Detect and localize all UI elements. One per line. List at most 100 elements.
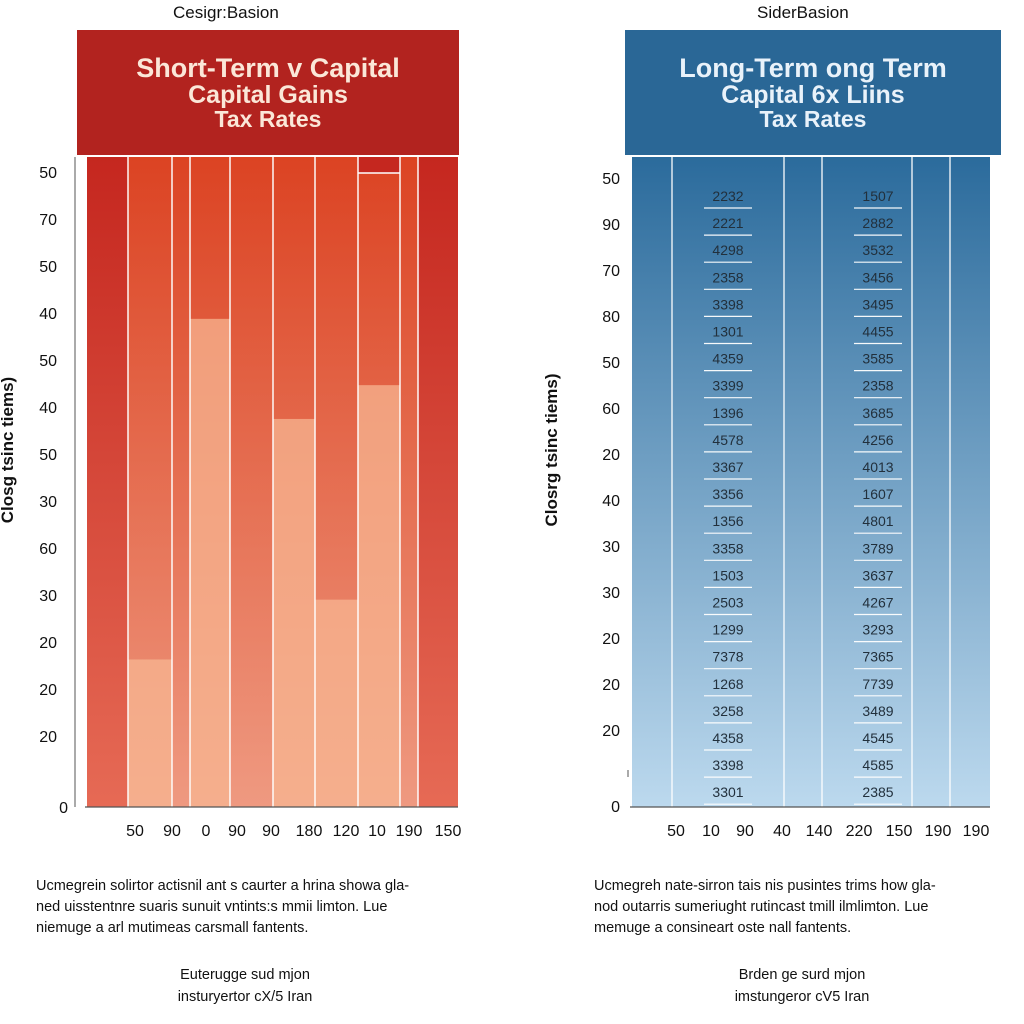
- left-x-tick-label: 120: [333, 823, 360, 840]
- right-cell-value: 4256: [862, 432, 893, 448]
- right-y-tick-label: 20: [602, 677, 620, 694]
- right-cell-value: 1356: [712, 513, 743, 529]
- right-y-tick-label: 30: [602, 539, 620, 556]
- right-cell-value: 4359: [712, 351, 743, 367]
- left-bar-dark: [400, 157, 418, 807]
- right-cell-value: 7739: [862, 676, 893, 692]
- left-footer-line-1: Euterugge sud mjon: [180, 967, 310, 983]
- right-cell-value: 2882: [862, 215, 893, 231]
- left-bar-dark: [230, 157, 273, 807]
- right-cell-value: 4267: [862, 595, 893, 611]
- right-cell-value: 3789: [862, 540, 893, 556]
- right-cell-value: 4585: [862, 757, 893, 773]
- right-y-tick-label: 60: [602, 401, 620, 418]
- right-x-tick-label: 10: [702, 823, 720, 840]
- right-cell-value: 4578: [712, 432, 743, 448]
- left-x-tick-label: 180: [296, 823, 323, 840]
- left-title-line-2: Capital Gains: [188, 80, 348, 109]
- right-cell-value: 3489: [862, 703, 893, 719]
- right-cell-value: 2385: [862, 784, 893, 800]
- right-title-banner: Long-Term ong Term Capital 6x Liins Tax …: [625, 30, 1001, 155]
- right-cell-value: 2503: [712, 595, 743, 611]
- right-title-line-2: Capital 6x Liins: [721, 80, 905, 109]
- right-cell-value: 2232: [712, 188, 743, 204]
- right-title-line-3: Tax Rates: [759, 106, 867, 133]
- right-cell-value: 3358: [712, 540, 743, 556]
- right-cell-value: 3495: [862, 296, 893, 312]
- right-cell-value: 2358: [862, 378, 893, 394]
- right-cell-value: 1507: [862, 188, 893, 204]
- right-x-tick-label: 220: [846, 823, 873, 840]
- right-y-tick-label: 20: [602, 447, 620, 464]
- left-y-tick-label: 30: [39, 494, 57, 511]
- right-y-tick-label: 30: [602, 585, 620, 602]
- left-bar-cap: [358, 157, 400, 173]
- right-cell-value: 2358: [712, 269, 743, 285]
- left-y-tick-label: 20: [39, 682, 57, 699]
- right-y-tick-label: 50: [602, 171, 620, 188]
- right-y-tick-label: 80: [602, 309, 620, 326]
- right-cell-value: 1396: [712, 405, 743, 421]
- right-cell-value: 3685: [862, 405, 893, 421]
- left-x-tick-label: 10: [368, 823, 386, 840]
- left-x-tick-label: 0: [202, 823, 211, 840]
- right-plot-background: [632, 157, 990, 807]
- left-panel: Cesigr:Basion Short-Term v Capital Capit…: [0, 3, 459, 1008]
- right-x-tick-label: 140: [806, 823, 833, 840]
- left-y-tick-label: 70: [39, 212, 57, 229]
- right-cell-value: 3399: [712, 378, 743, 394]
- right-cell-value: 4013: [862, 459, 893, 475]
- right-cell-value: 3398: [712, 296, 743, 312]
- right-panel: SiderBasion Long-Term ong Term Capital 6…: [512, 0, 1024, 1024]
- left-title-line-1: Short-Term v Capital: [136, 53, 400, 84]
- left-x-tick-label: 190: [396, 823, 423, 840]
- right-cell-value: 1299: [712, 622, 743, 638]
- left-title-line-3: Tax Rates: [214, 106, 322, 133]
- left-footer-line-2: insturyertor cX/5 Iran: [177, 989, 313, 1005]
- left-footer: Euterugge sud mjon insturyertor cX/5 Ira…: [130, 964, 360, 1008]
- left-x-tick-label: 150: [435, 823, 462, 840]
- right-y-tick-label: 90: [602, 217, 620, 234]
- right-footer: Brden ge surd mjon imstungeror cV5 Iran: [687, 964, 917, 1008]
- right-cell-value: 1607: [862, 486, 893, 502]
- left-y-tick-label: 40: [39, 400, 57, 417]
- right-cell-value: 3258: [712, 703, 743, 719]
- left-x-tick-label: 90: [228, 823, 246, 840]
- left-y-tick-label: 20: [39, 729, 57, 746]
- right-description: Ucmegreh nate-sirron tais nis pusintes t…: [594, 878, 936, 936]
- right-cell-value: 3456: [862, 269, 893, 285]
- right-cell-value: 3293: [862, 622, 893, 638]
- left-y-tick-label: 50: [39, 353, 57, 370]
- right-cell-value: 4455: [862, 324, 893, 340]
- right-x-tick-label: 190: [963, 823, 990, 840]
- right-caption: SiderBasion: [757, 3, 849, 22]
- right-cell-value: 4298: [712, 242, 743, 258]
- right-x-tick-label: 40: [773, 823, 791, 840]
- right-footer-line-2: imstungeror cV5 Iran: [734, 989, 870, 1005]
- left-title-banner: Short-Term v Capital Capital Gains Tax R…: [77, 30, 459, 155]
- right-y-tick-label: 50: [602, 355, 620, 372]
- left-y-tick-label: 20: [39, 635, 57, 652]
- right-cell-value: 3585: [862, 351, 893, 367]
- right-x-tick-label: 90: [736, 823, 754, 840]
- right-cell-value: 1503: [712, 567, 743, 583]
- right-y-tick-label: 70: [602, 263, 620, 280]
- right-cell-value: 3398: [712, 757, 743, 773]
- right-cell-value: 4801: [862, 513, 893, 529]
- left-bar-light: [128, 659, 172, 807]
- right-footer-line-1: Brden ge surd mjon: [738, 967, 866, 983]
- left-caption: Cesigr:Basion: [173, 3, 279, 22]
- right-cell-value: 3367: [712, 459, 743, 475]
- left-x-tick-label: 50: [126, 823, 144, 840]
- right-y-tick-label: 40: [602, 493, 620, 510]
- left-description: Ucmegrein solirtor actisnil ant s caurte…: [36, 878, 410, 936]
- left-y-tick-label: 40: [39, 306, 57, 323]
- right-cell-value: 3637: [862, 567, 893, 583]
- left-y-tick-label: 60: [39, 541, 57, 558]
- right-cell-value: 3532: [862, 242, 893, 258]
- left-y-tick-label: 0: [59, 800, 68, 817]
- left-x-tick-label: 90: [163, 823, 181, 840]
- right-cell-value: 1268: [712, 676, 743, 692]
- left-y-tick-label: 50: [39, 165, 57, 182]
